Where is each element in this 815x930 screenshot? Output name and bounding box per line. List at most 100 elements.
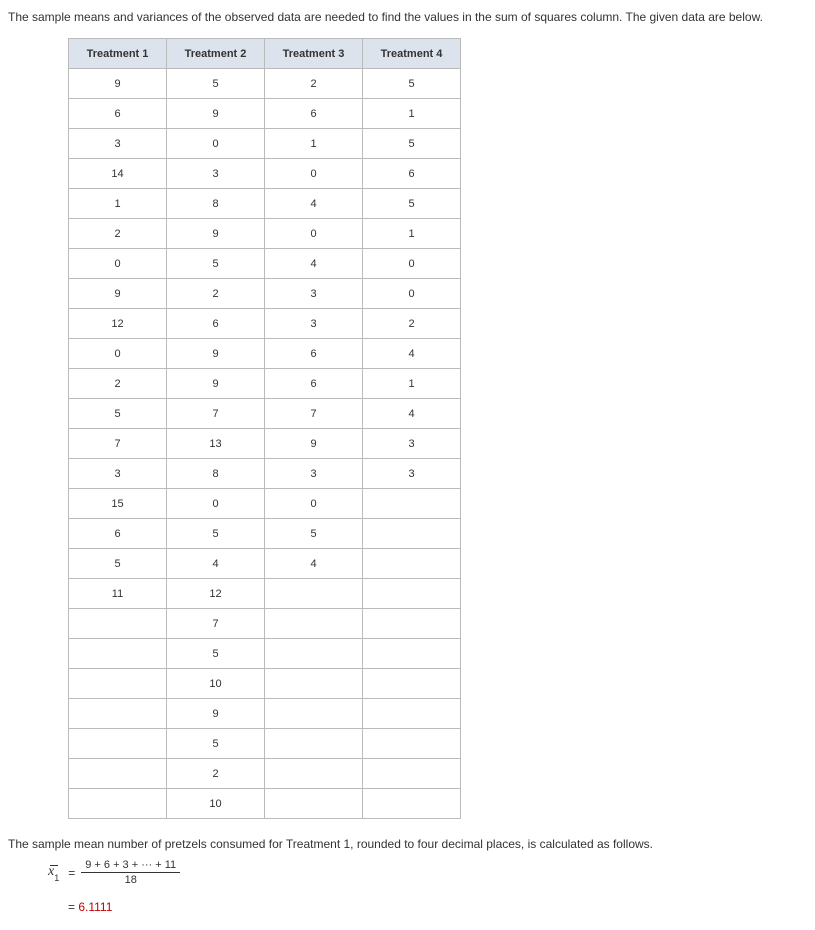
table-cell: 6 <box>167 309 265 339</box>
table-cell: 6 <box>265 99 363 129</box>
table-row: 12632 <box>69 309 461 339</box>
table-cell: 1 <box>265 129 363 159</box>
table-cell: 7 <box>167 609 265 639</box>
table-cell <box>265 639 363 669</box>
table-row: 1500 <box>69 489 461 519</box>
table-cell: 7 <box>167 399 265 429</box>
table-row: 544 <box>69 549 461 579</box>
table-cell <box>363 489 461 519</box>
table-cell: 3 <box>363 459 461 489</box>
table-cell: 7 <box>265 399 363 429</box>
table-cell: 2 <box>265 69 363 99</box>
table-row: 9 <box>69 699 461 729</box>
table-cell: 3 <box>363 429 461 459</box>
table-cell <box>363 519 461 549</box>
intro-text: The sample means and variances of the ob… <box>8 10 807 24</box>
table-cell <box>265 609 363 639</box>
table-cell <box>265 699 363 729</box>
equals-sign: = <box>68 866 75 880</box>
table-cell <box>363 729 461 759</box>
table-cell: 3 <box>265 459 363 489</box>
table-row: 2901 <box>69 219 461 249</box>
table-cell: 6 <box>363 159 461 189</box>
table-cell <box>363 549 461 579</box>
table-row: 1845 <box>69 189 461 219</box>
table-cell: 3 <box>265 279 363 309</box>
table-cell: 2 <box>363 309 461 339</box>
table-cell: 11 <box>69 579 167 609</box>
table-cell: 14 <box>69 159 167 189</box>
table-cell: 7 <box>69 429 167 459</box>
table-cell: 2 <box>69 369 167 399</box>
table-cell: 6 <box>69 99 167 129</box>
table-cell <box>363 669 461 699</box>
result-value: 6.1111 <box>78 900 112 914</box>
table-cell: 5 <box>363 189 461 219</box>
table-row: 9525 <box>69 69 461 99</box>
numerator: 9 + 6 + 3 + ··· + 11 <box>81 859 180 873</box>
table-cell: 13 <box>167 429 265 459</box>
table-cell: 8 <box>167 459 265 489</box>
table-cell: 4 <box>265 549 363 579</box>
table-cell <box>363 699 461 729</box>
table-cell: 5 <box>167 639 265 669</box>
table-cell: 0 <box>69 249 167 279</box>
table-row: 14306 <box>69 159 461 189</box>
table-row: 6961 <box>69 99 461 129</box>
table-row: 7 <box>69 609 461 639</box>
table-cell: 9 <box>265 429 363 459</box>
table-cell: 4 <box>363 399 461 429</box>
table-cell <box>265 789 363 819</box>
table-cell: 4 <box>167 549 265 579</box>
table-cell: 6 <box>69 519 167 549</box>
table-cell <box>69 699 167 729</box>
table-cell <box>265 579 363 609</box>
table-row: 0964 <box>69 339 461 369</box>
table-row: 0540 <box>69 249 461 279</box>
table-cell: 5 <box>265 519 363 549</box>
table-cell: 3 <box>69 459 167 489</box>
table-cell: 0 <box>363 279 461 309</box>
table-row: 5774 <box>69 399 461 429</box>
table-cell: 0 <box>167 489 265 519</box>
table-cell: 2 <box>69 219 167 249</box>
denominator: 18 <box>125 873 137 886</box>
table-cell: 3 <box>265 309 363 339</box>
table-cell <box>69 609 167 639</box>
formula-equation: x1 = 9 + 6 + 3 + ··· + 11 18 <box>48 859 807 886</box>
table-row: 9230 <box>69 279 461 309</box>
table-row: 1112 <box>69 579 461 609</box>
table-cell: 15 <box>69 489 167 519</box>
table-cell: 9 <box>167 99 265 129</box>
table-cell <box>363 639 461 669</box>
table-cell: 9 <box>167 369 265 399</box>
table-cell: 3 <box>167 159 265 189</box>
xbar-symbol: x1 <box>48 865 59 880</box>
formula-block: x1 = 9 + 6 + 3 + ··· + 11 18 = 6.1111 <box>48 859 807 914</box>
table-cell <box>69 729 167 759</box>
table-cell <box>363 579 461 609</box>
table-row: 2 <box>69 759 461 789</box>
table-row: 655 <box>69 519 461 549</box>
table-cell: 0 <box>265 219 363 249</box>
table-cell: 9 <box>69 69 167 99</box>
table-cell: 1 <box>363 219 461 249</box>
table-cell: 9 <box>167 339 265 369</box>
table-cell: 0 <box>363 249 461 279</box>
table-cell: 9 <box>69 279 167 309</box>
table-cell: 5 <box>363 69 461 99</box>
table-cell <box>265 729 363 759</box>
table-cell <box>363 609 461 639</box>
table-cell <box>69 789 167 819</box>
table-cell <box>363 789 461 819</box>
table-cell <box>69 759 167 789</box>
fraction: 9 + 6 + 3 + ··· + 11 18 <box>81 859 180 886</box>
result-prefix: = <box>68 900 75 914</box>
formula-result: = 6.1111 <box>68 900 807 914</box>
table-cell: 5 <box>69 549 167 579</box>
table-cell: 0 <box>69 339 167 369</box>
table-cell: 5 <box>167 519 265 549</box>
col-header: Treatment 2 <box>167 39 265 69</box>
table-cell: 6 <box>265 369 363 399</box>
table-cell: 5 <box>167 249 265 279</box>
